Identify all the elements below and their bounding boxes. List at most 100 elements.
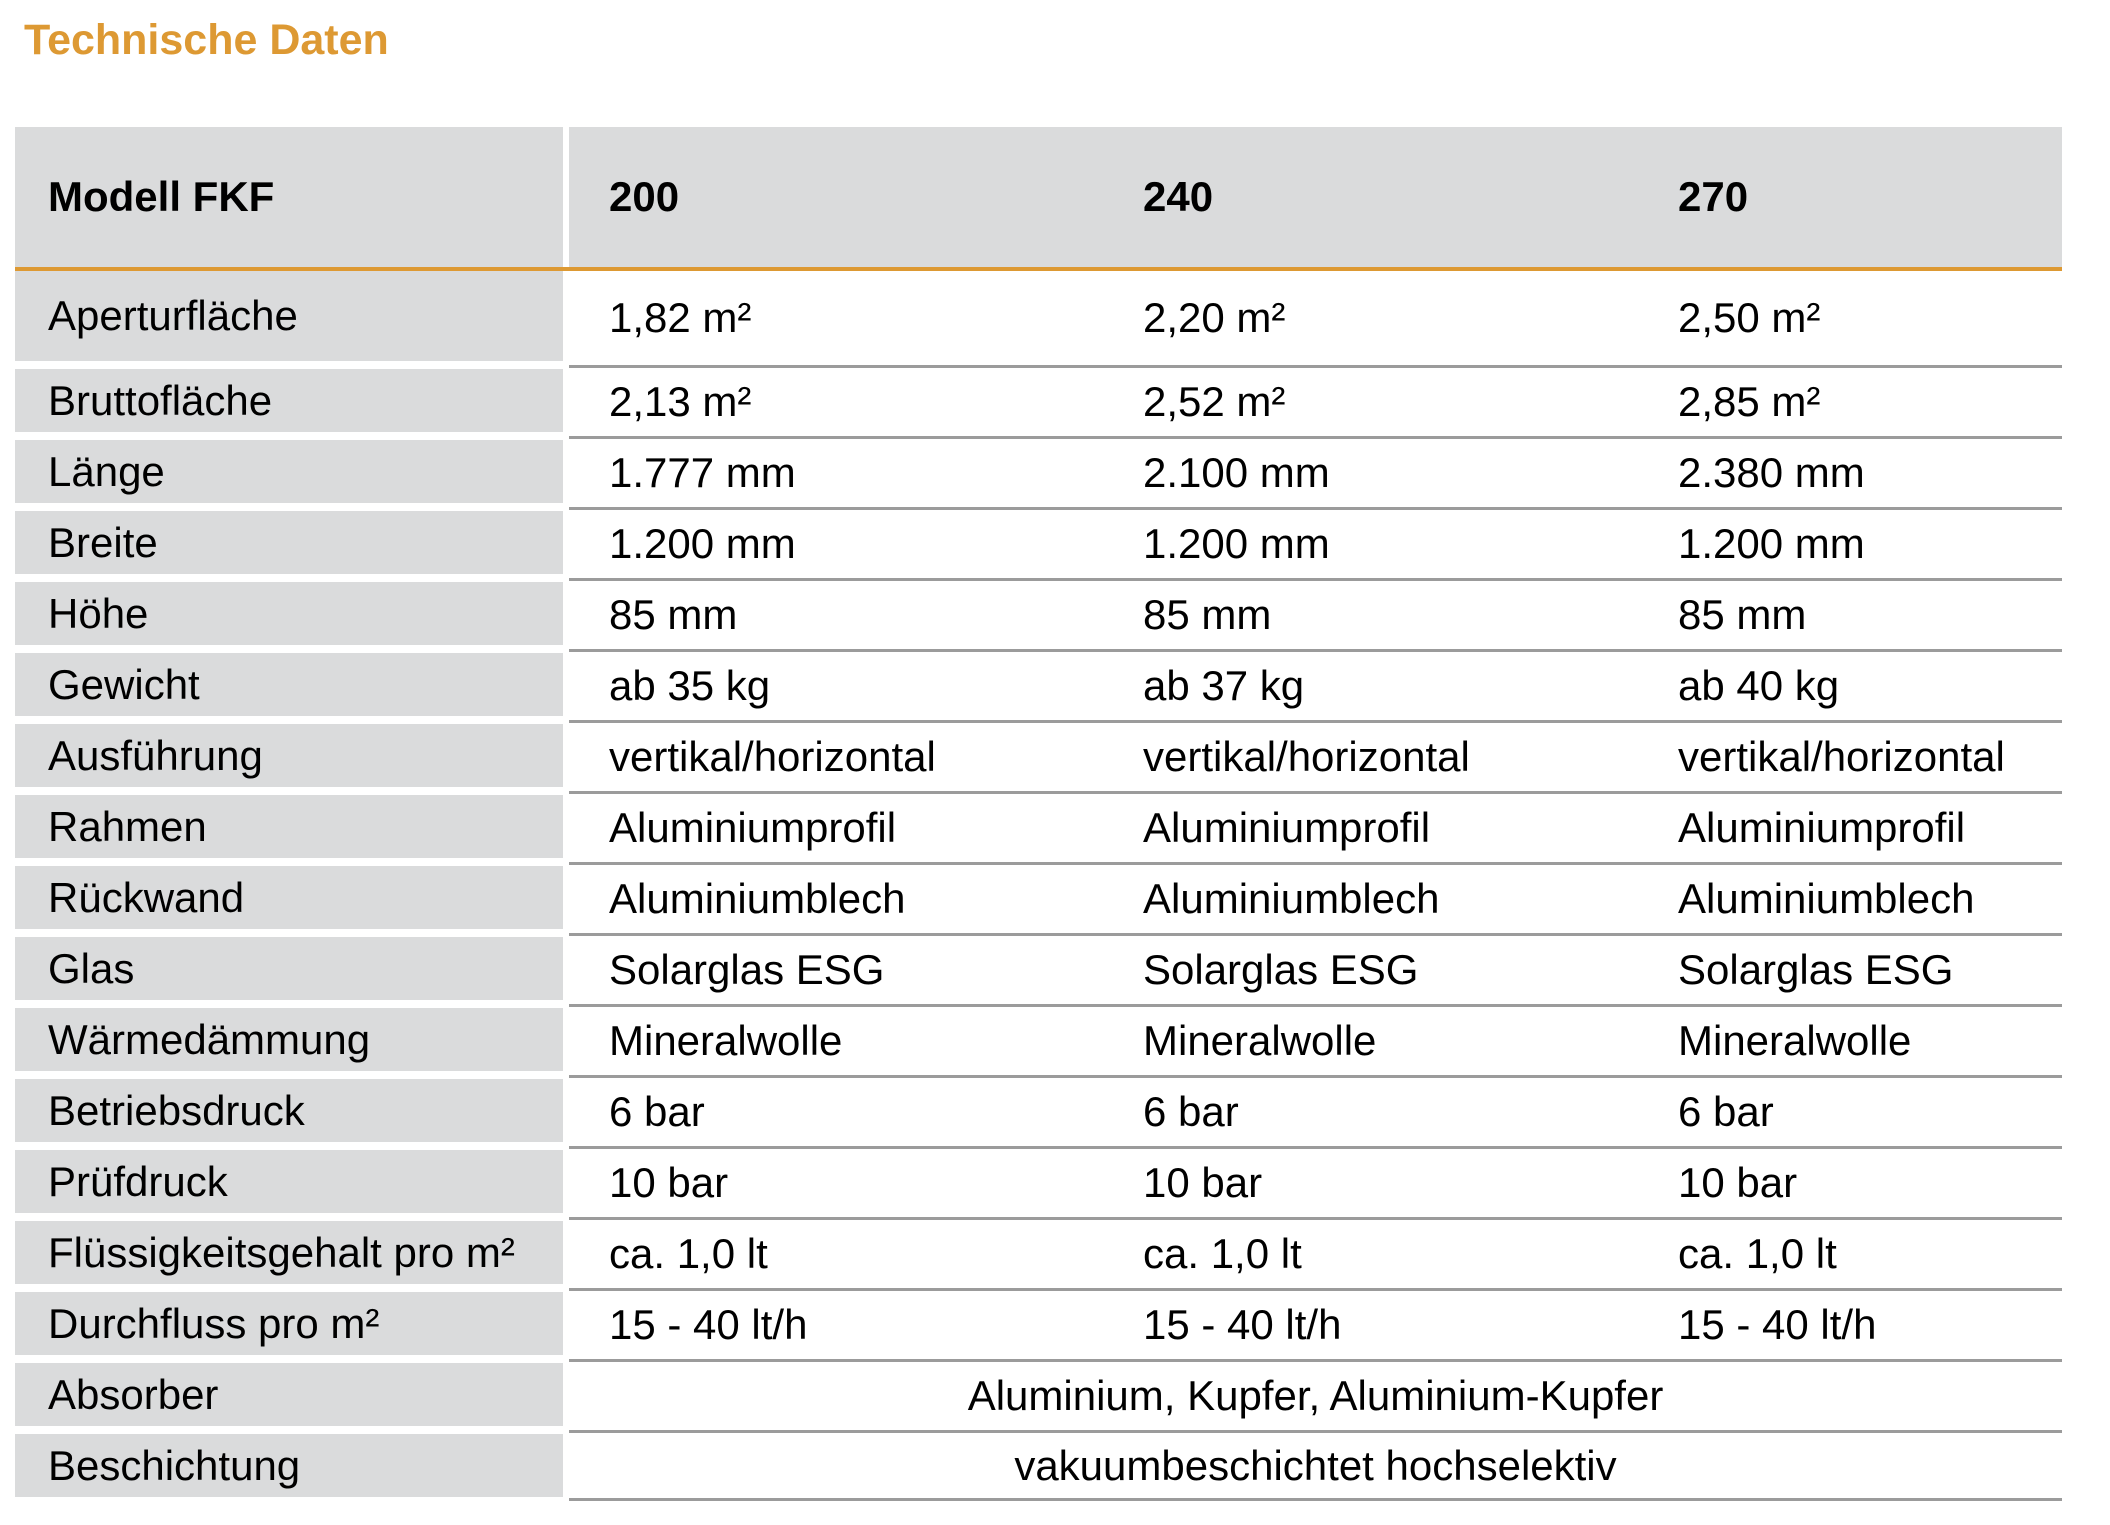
header-model-label: Modell FKF <box>15 127 563 267</box>
row-label: Aperturfläche <box>15 271 563 361</box>
row-values: 10 bar 10 bar 10 bar <box>569 1146 2062 1217</box>
table-row: Betriebsdruck 6 bar 6 bar 6 bar <box>15 1075 2062 1146</box>
cell-value: 6 bar <box>1678 1088 1774 1135</box>
cell-value: 2,13 m² <box>609 378 752 425</box>
table-row: Breite 1.200 mm 1.200 mm 1.200 mm <box>15 507 2062 578</box>
cell-value: vertikal/horizontal <box>609 733 936 780</box>
header-col-270: 270 <box>1678 173 1749 220</box>
cell-value: 15 - 40 lt/h <box>1143 1301 1342 1348</box>
cell-value: 10 bar <box>609 1159 729 1206</box>
row-values: vertikal/horizontal vertikal/horizontal ve… <box>569 720 2062 791</box>
cell-value: 2,52 m² <box>1143 378 1286 425</box>
page-title: Technische Daten <box>24 16 389 64</box>
cell-value: Solarglas ESG <box>1678 946 1954 993</box>
cell-value: 2,50 m² <box>1678 294 1821 341</box>
cell-value: Solarglas ESG <box>1143 946 1419 993</box>
column-gap <box>563 862 569 933</box>
table-row: Durchfluss pro m² 15 - 40 lt/h 15 - 40 lt… <box>15 1288 2062 1359</box>
header-col-240: 240 <box>1143 173 1214 220</box>
row-values: 1,82 m² 2,20 m² 2,50 m² <box>569 271 2062 365</box>
cell-value: Mineralwolle <box>1678 1017 1912 1064</box>
row-values: 1.200 mm 1.200 mm 1.200 mm <box>569 507 2062 578</box>
cell-value: 2.380 mm <box>1678 449 1865 496</box>
cell-value: 85 mm <box>1143 591 1272 638</box>
table-header-row: Modell FKF 200 240 270 <box>15 127 2062 267</box>
column-gap <box>563 933 569 1004</box>
cell-value: 1,82 m² <box>609 294 752 341</box>
row-values: 2,13 m² 2,52 m² 2,85 m² <box>569 365 2062 436</box>
cell-value: Aluminiumprofil <box>609 804 897 851</box>
cell-value: vertikal/horizontal <box>1678 733 2005 780</box>
cell-value: 2.100 mm <box>1143 449 1330 496</box>
table-row: Beschichtung vakuumbeschichtet hochselek… <box>15 1430 2062 1501</box>
cell-value: 2,20 m² <box>1143 294 1286 341</box>
column-gap <box>563 791 569 862</box>
table-body: Aperturfläche 1,82 m² 2,20 m² 2,50 m² Brut… <box>15 271 2062 1501</box>
table-row: Aperturfläche 1,82 m² 2,20 m² 2,50 m² <box>15 271 2062 365</box>
row-values: ab 35 kg ab 37 kg ab 40 kg <box>569 649 2062 720</box>
cell-value: 1.200 mm <box>1678 520 1865 567</box>
column-gap <box>563 578 569 649</box>
table-row: Flüssigkeitsgehalt pro m² ca. 1,0 lt ca. … <box>15 1217 2062 1288</box>
cell-value: ca. 1,0 lt <box>1143 1230 1302 1277</box>
row-label: Flüssigkeitsgehalt pro m² <box>15 1221 563 1284</box>
row-label: Prüfdruck <box>15 1150 563 1213</box>
table-row: Absorber Aluminium, Kupfer, Aluminium-Ku… <box>15 1359 2062 1430</box>
cell-value: 85 mm <box>1678 591 1807 638</box>
cell-value: ab 35 kg <box>609 662 771 709</box>
column-gap <box>563 1359 569 1430</box>
row-label: Ausführung <box>15 724 563 787</box>
row-values: Mineralwolle Mineralwolle Mineralwolle <box>569 1004 2062 1075</box>
column-gap <box>563 1075 569 1146</box>
cell-value: 1.777 mm <box>609 449 796 496</box>
header-accent-rule <box>15 267 2062 271</box>
cell-value: 85 mm <box>609 591 738 638</box>
table-row: Prüfdruck 10 bar 10 bar 10 bar <box>15 1146 2062 1217</box>
cell-value: Aluminiumblech <box>609 875 906 922</box>
row-values: 6 bar 6 bar 6 bar <box>569 1075 2062 1146</box>
row-values: Aluminiumblech Aluminiumblech Aluminiumble… <box>569 862 2062 933</box>
column-gap <box>563 1217 569 1288</box>
column-gap <box>563 436 569 507</box>
column-gap <box>563 649 569 720</box>
row-merged-value: vakuumbeschichtet hochselektiv <box>569 1430 2062 1501</box>
row-label: Durchfluss pro m² <box>15 1292 563 1355</box>
table-row: Rahmen Aluminiumprofil Aluminiumprofil Alu… <box>15 791 2062 862</box>
column-gap <box>563 365 569 436</box>
row-label: Länge <box>15 440 563 503</box>
cell-value: 1.200 mm <box>1143 520 1330 567</box>
column-gap <box>563 127 569 267</box>
cell-value: Solarglas ESG <box>609 946 885 993</box>
column-gap <box>563 1288 569 1359</box>
cell-value: ca. 1,0 lt <box>609 1230 768 1277</box>
table-row: Gewicht ab 35 kg ab 37 kg ab 40 kg <box>15 649 2062 720</box>
row-merged-value: Aluminium, Kupfer, Aluminium-Kupfer <box>569 1359 2062 1430</box>
row-label: Absorber <box>15 1363 563 1426</box>
row-label: Gewicht <box>15 653 563 716</box>
row-label: Rahmen <box>15 795 563 858</box>
row-values: 1.777 mm 2.100 mm 2.380 mm <box>569 436 2062 507</box>
cell-value: 10 bar <box>1143 1159 1263 1206</box>
column-gap <box>563 507 569 578</box>
cell-value: Aluminiumblech <box>1143 875 1440 922</box>
technical-data-table: Modell FKF 200 240 270 Aperturfläche 1,8… <box>15 127 2062 1501</box>
table-row: Wärmedämmung Mineralwolle Mineralwolle Min… <box>15 1004 2062 1075</box>
column-gap <box>563 1146 569 1217</box>
cell-value: 10 bar <box>1678 1159 1798 1206</box>
column-gap <box>563 271 569 365</box>
cell-value: 6 bar <box>1143 1088 1239 1135</box>
row-label: Beschichtung <box>15 1434 563 1497</box>
header-model-columns: 200 240 270 <box>569 127 2062 267</box>
cell-value: vertikal/horizontal <box>1143 733 1470 780</box>
column-gap <box>563 1430 569 1501</box>
table-row: Bruttofläche 2,13 m² 2,52 m² 2,85 m² <box>15 365 2062 436</box>
row-label: Betriebsdruck <box>15 1079 563 1142</box>
cell-value: Mineralwolle <box>1143 1017 1377 1064</box>
row-label: Wärmedämmung <box>15 1008 563 1071</box>
column-gap <box>563 1004 569 1075</box>
cell-value: 15 - 40 lt/h <box>609 1301 808 1348</box>
row-values: ca. 1,0 lt ca. 1,0 lt ca. 1,0 lt <box>569 1217 2062 1288</box>
row-values: Aluminiumprofil Aluminiumprofil Aluminiump… <box>569 791 2062 862</box>
cell-value: Mineralwolle <box>609 1017 843 1064</box>
